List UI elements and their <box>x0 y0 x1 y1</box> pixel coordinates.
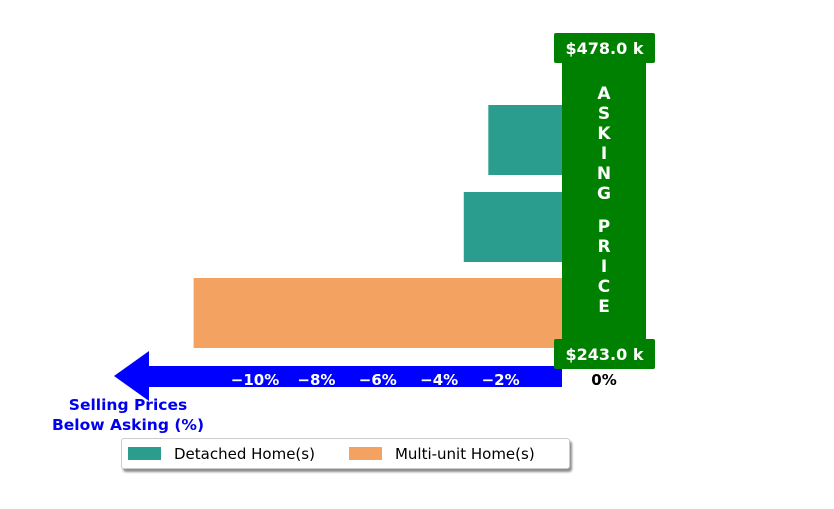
top-price-label-box <box>554 33 655 63</box>
legend-label-multi-unit: Multi-unit Home(s) <box>394 444 535 463</box>
x-tick-label: −8% <box>297 371 335 389</box>
legend-swatch-multi-unit <box>348 447 382 460</box>
bar-detached-2 <box>488 105 562 175</box>
x-tick-label: −2% <box>482 371 520 389</box>
asking-price-letter: P <box>598 217 610 237</box>
bottom-price-label: $243.0 k <box>566 345 644 364</box>
asking-price-letter: K <box>597 124 611 144</box>
asking-price-letter: G <box>597 184 611 204</box>
axis-arrow <box>114 351 562 401</box>
x-tick-label: −4% <box>420 371 458 389</box>
asking-price-letter: N <box>597 164 611 184</box>
asking-price-letter: I <box>601 144 607 164</box>
x-tick-label: −6% <box>359 371 397 389</box>
bar-detached-1 <box>463 192 562 262</box>
legend-swatch-detached <box>128 447 161 460</box>
top-price-label: $478.0 k <box>566 39 644 58</box>
x-axis-label: Selling Prices Below Asking (%) <box>51 396 205 434</box>
bottom-price-label-box <box>554 339 655 369</box>
legend-label-detached: Detached Home(s) <box>174 444 315 463</box>
asking-price-letter: R <box>597 237 610 257</box>
bar-multi-unit-0 <box>193 278 562 348</box>
legend-item-multi-unit: Multi-unit Home(s) <box>348 444 535 463</box>
asking-price-bar <box>562 60 646 345</box>
axis-arrow-layer: −10% −8% −6% −4% −2% 0% <box>114 351 617 401</box>
legend: Detached Home(s) Multi-unit Home(s) <box>121 438 570 469</box>
legend-item-detached: Detached Home(s) <box>128 445 315 463</box>
asking-price-letter: I <box>601 257 607 277</box>
x-tick-label: −10% <box>231 371 279 389</box>
asking-price-letter: A <box>597 84 611 104</box>
zero-tick-label: 0% <box>591 371 616 389</box>
asking-price-letter: C <box>598 277 610 297</box>
asking-price-letter: S <box>598 104 610 124</box>
asking-price-letter: E <box>598 297 610 317</box>
bars-layer <box>193 105 562 348</box>
